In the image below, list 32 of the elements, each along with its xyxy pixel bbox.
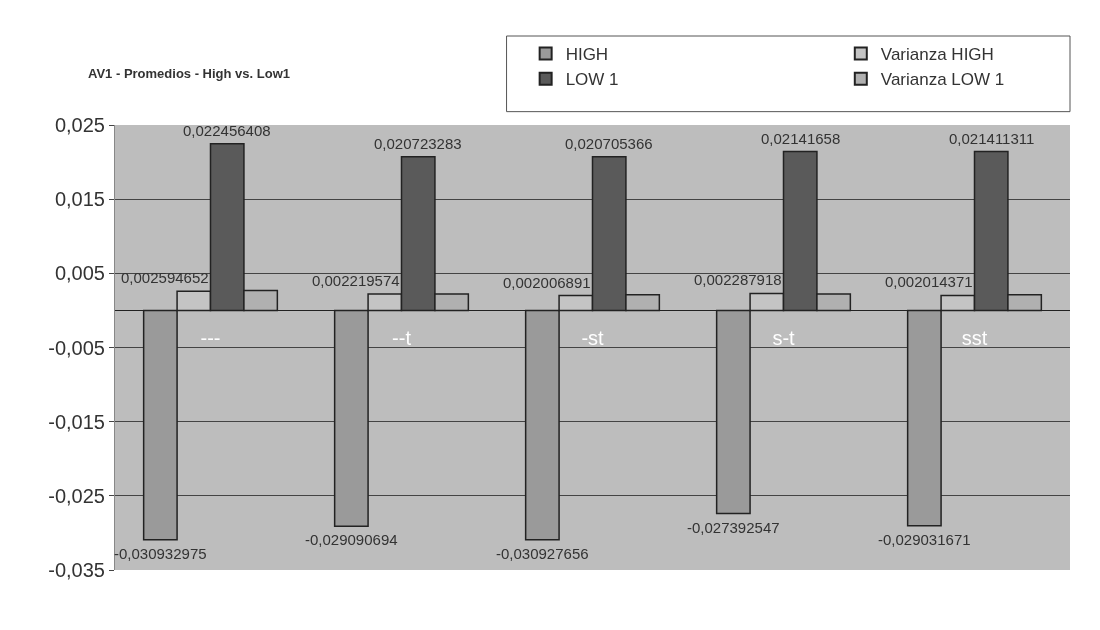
legend-label: Varianza LOW 1: [880, 70, 1005, 90]
chart-title: AV1 - Promedios - High vs. Low1: [88, 66, 291, 82]
data-label: -0,027392547: [687, 519, 780, 536]
x-tick-label: s-t: [772, 327, 796, 350]
data-label: 0,021411311: [949, 130, 1035, 147]
data-label: -0,029090694: [305, 531, 398, 548]
data-label: -0,030932975: [114, 545, 207, 562]
data-label: 0,002219574: [312, 272, 400, 289]
data-label: 0,020705366: [565, 135, 653, 152]
data-label: -0,030927656: [496, 545, 589, 562]
y-tick-label: 0,025: [54, 114, 105, 136]
data-label: -0,029031671: [878, 531, 971, 548]
x-tick-label: sst: [961, 327, 988, 350]
y-tick-label: -0,025: [48, 484, 105, 507]
y-tick-label: -0,005: [48, 336, 105, 359]
legend-label: Varianza HIGH: [880, 45, 994, 65]
x-tick-label: --t: [392, 327, 412, 350]
data-label: 0,002014371: [885, 273, 973, 290]
data-label: 0,022456408: [183, 122, 271, 139]
data-label: 0,02141658: [761, 130, 841, 147]
y-tick-label: -0,035: [48, 559, 105, 581]
legend-label: HIGH: [565, 45, 609, 65]
data-label: 0,002594652: [121, 269, 209, 286]
y-tick-label: 0,005: [54, 262, 105, 285]
data-label: 0,002006891: [503, 274, 591, 291]
data-label: 0,020723283: [374, 135, 462, 152]
legend-label: LOW 1: [565, 70, 619, 90]
x-tick-label: -st: [581, 327, 605, 350]
x-tick-label: ---: [200, 327, 221, 350]
y-tick-label: -0,015: [48, 410, 105, 433]
y-tick-label: 0,015: [54, 188, 105, 211]
data-label: 0,002287918: [694, 271, 782, 288]
